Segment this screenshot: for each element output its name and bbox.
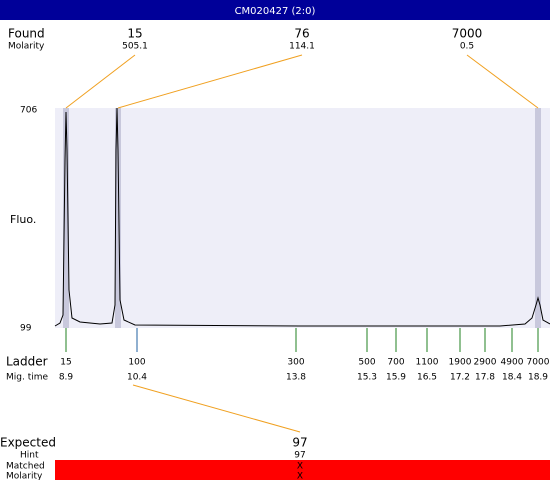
mig-time: 13.8 xyxy=(286,373,306,383)
ladder-label: Ladder xyxy=(6,355,48,369)
ladder-size: 1900 xyxy=(449,358,472,368)
plot-area xyxy=(55,108,550,328)
ladder-size: 7000 xyxy=(527,358,550,368)
ladder-size: 100 xyxy=(128,358,145,368)
found-molarity: 505.1 xyxy=(122,42,148,52)
ladder-size: 500 xyxy=(358,358,375,368)
mig-time: 16.5 xyxy=(417,373,437,383)
peak-connector xyxy=(117,54,303,109)
mig-time: 15.9 xyxy=(386,373,406,383)
mig-time: 15.3 xyxy=(357,373,377,383)
title: CM020427 (2:0) xyxy=(235,6,316,17)
y-min-label: 99 xyxy=(20,324,32,334)
ladder-size: 300 xyxy=(287,358,304,368)
found-size: 76 xyxy=(294,27,309,41)
mig-time: 18.9 xyxy=(528,373,548,383)
expected-label: Expected xyxy=(0,436,56,450)
peak-connector xyxy=(466,54,539,109)
connector xyxy=(132,384,301,433)
hint-label: Hint xyxy=(20,451,39,461)
matched-label: Matched xyxy=(6,462,45,472)
peak-band xyxy=(63,108,69,328)
match-bar xyxy=(55,460,550,480)
ladder-size: 1100 xyxy=(416,358,439,368)
molarity-label: Molarity xyxy=(8,42,45,52)
expected-value: 97 xyxy=(292,436,307,450)
mig-time: 18.4 xyxy=(502,373,522,383)
mig-time-label: Mig. time xyxy=(6,373,48,383)
mig-time: 17.8 xyxy=(475,373,495,383)
matched-value: X xyxy=(297,462,303,472)
title-bar xyxy=(0,0,550,20)
ladder-size: 4900 xyxy=(501,358,524,368)
mig-time: 17.2 xyxy=(450,373,470,383)
found-size: 15 xyxy=(127,27,142,41)
found-label: Found xyxy=(8,27,45,41)
hint-value: 97 xyxy=(294,451,305,461)
ladder-size: 700 xyxy=(387,358,404,368)
peak-band xyxy=(535,108,541,328)
peak-connector xyxy=(65,54,136,109)
y-max-label: 706 xyxy=(20,106,37,116)
ladder-size: 15 xyxy=(60,358,71,368)
mig-time: 8.9 xyxy=(59,373,74,383)
y-axis-label: Fluo. xyxy=(10,213,36,226)
expected-molarity-value: X xyxy=(297,472,303,481)
mig-time: 10.4 xyxy=(127,373,147,383)
found-molarity: 0.5 xyxy=(460,42,474,52)
expected-molarity-label: Molarity xyxy=(6,472,43,481)
peak-band xyxy=(115,108,121,328)
found-molarity: 114.1 xyxy=(289,42,315,52)
trace xyxy=(54,107,550,327)
found-size: 7000 xyxy=(452,27,483,41)
ladder-size: 2900 xyxy=(474,358,497,368)
